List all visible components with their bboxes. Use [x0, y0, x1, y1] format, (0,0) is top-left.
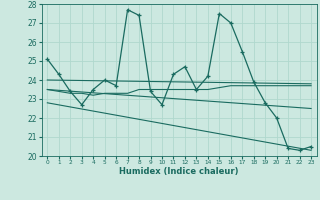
X-axis label: Humidex (Indice chaleur): Humidex (Indice chaleur) [119, 167, 239, 176]
